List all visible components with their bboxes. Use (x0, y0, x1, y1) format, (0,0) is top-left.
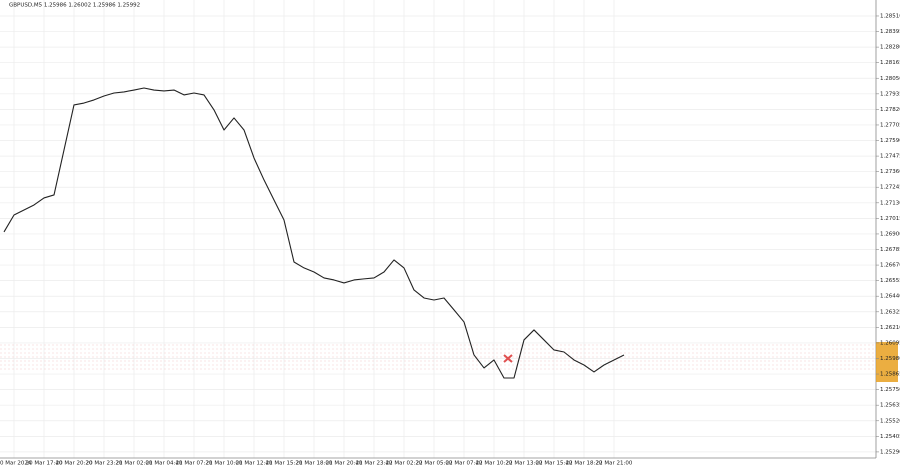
y-tick-label: 1.27130 (880, 200, 900, 206)
x-tick-label: 21 Mar 20:40 (326, 461, 363, 467)
y-tick-label: 1.25750 (880, 387, 900, 393)
grid (0, 0, 876, 458)
y-tick-label: 1.27935 (880, 91, 900, 97)
y-tick-label: 1.27705 (880, 122, 900, 128)
y-tick-label: 1.25980 (880, 356, 900, 362)
x-tick-label: 22 Mar 05:00 (416, 461, 453, 467)
price-line (3, 87, 625, 379)
y-tick-label: 1.27245 (880, 185, 900, 191)
y-tick-label: 1.28395 (880, 29, 900, 35)
y-tick-label: 1.27360 (880, 169, 900, 175)
price-labels (876, 342, 898, 382)
y-tick-label: 1.26325 (880, 309, 900, 315)
x-tick-label: 21 Mar 12:40 (236, 461, 273, 467)
y-tick-label: 1.25290 (880, 449, 900, 455)
y-tick-label: 1.28280 (880, 45, 900, 51)
y-tick-label: 1.28165 (880, 60, 900, 66)
y-tick-label: 1.25405 (880, 434, 900, 440)
level-lines (0, 344, 876, 370)
x-tick-label: 20 Mar 23:20 (86, 461, 123, 467)
y-tick-label: 1.25520 (880, 418, 900, 424)
x-tick-label: 22 Mar 18:20 (566, 461, 603, 467)
y-tick-label: 1.27015 (880, 216, 900, 222)
y-tick-label: 1.27820 (880, 107, 900, 113)
close-mark (503, 354, 513, 363)
x-tick-label: 21 Mar 02:00 (116, 461, 153, 467)
x-tick-label: 21 Mar 23:40 (356, 461, 393, 467)
x-tick-label: 22 Mar 07:40 (446, 461, 483, 467)
x-tick-label: 20 Mar 17:40 (26, 461, 63, 467)
chart-title: GBPUSD,M5 1.25986 1.26002 1.25986 1.2599… (9, 3, 140, 9)
y-tick-label: 1.26095 (880, 340, 900, 346)
x-tick-label: 21 Mar 07:20 (176, 461, 213, 467)
y-tick-label: 1.27475 (880, 154, 900, 160)
x-tick-label: 21 Mar 15:20 (266, 461, 303, 467)
y-tick-label: 1.26785 (880, 247, 900, 253)
y-tick-label: 1.26670 (880, 263, 900, 269)
x-tick-label: 21 Mar 04:40 (146, 461, 183, 467)
y-tick-label: 1.26210 (880, 325, 900, 331)
y-tick-label: 1.28510 (880, 13, 900, 19)
y-tick-label: 1.26900 (880, 231, 900, 237)
x-tick-label: 21 Mar 10:00 (206, 461, 243, 467)
y-tick-label: 1.25865 (880, 372, 900, 378)
x-tick-label: 22 Mar 15:40 (536, 461, 573, 467)
x-tick-label: 22 Mar 13:00 (506, 461, 543, 467)
x-tick-label: 20 Mar 2024 (0, 461, 32, 467)
x-tick-label: 20 Mar 20:20 (56, 461, 93, 467)
x-tick-label: 22 Mar 21:00 (596, 461, 633, 467)
x-tick-label: 21 Mar 18:00 (296, 461, 333, 467)
x-tick-label: 22 Mar 02:20 (386, 461, 423, 467)
y-tick-label: 1.28050 (880, 76, 900, 82)
y-tick-label: 1.27590 (880, 138, 900, 144)
y-tick-label: 1.26440 (880, 294, 900, 300)
y-tick-label: 1.25635 (880, 403, 900, 409)
y-tick-label: 1.26555 (880, 278, 900, 284)
x-tick-label: 22 Mar 10:20 (476, 461, 513, 467)
